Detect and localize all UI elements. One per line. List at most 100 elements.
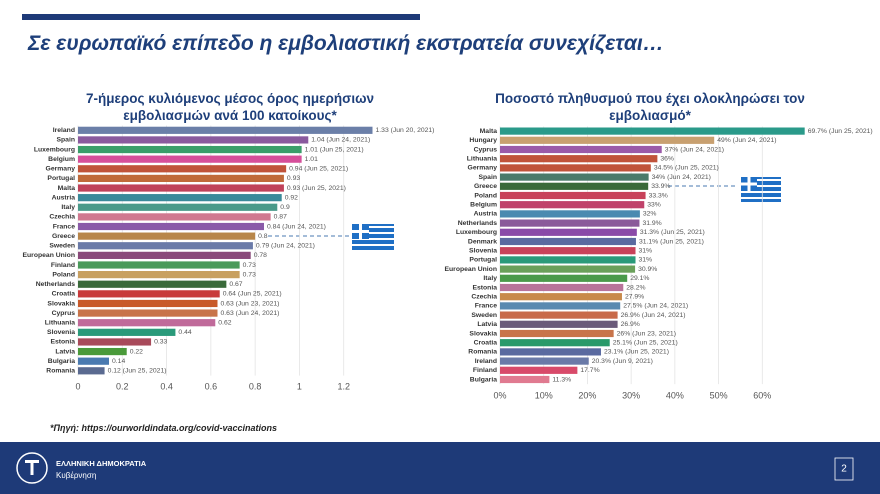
category-label: Italy bbox=[483, 275, 497, 282]
category-label: Romania bbox=[468, 349, 497, 356]
bar bbox=[500, 210, 640, 218]
category-label: Malta bbox=[58, 185, 76, 192]
x-tick-label: 50% bbox=[710, 390, 728, 400]
bar bbox=[78, 136, 309, 144]
value-label: 30.9% bbox=[638, 266, 657, 273]
bar bbox=[78, 213, 271, 221]
value-label: 0.63 (Jun 24, 2021) bbox=[221, 310, 280, 317]
bar bbox=[78, 328, 176, 336]
bar bbox=[78, 126, 373, 134]
category-label: Croatia bbox=[474, 339, 498, 346]
category-label: Slovakia bbox=[47, 300, 75, 307]
value-label: 31.3% (Jun 25, 2021) bbox=[640, 229, 705, 236]
category-label: Sweden bbox=[49, 243, 75, 250]
bar bbox=[500, 136, 715, 144]
header-bar bbox=[22, 14, 420, 20]
category-label: Ireland bbox=[53, 127, 75, 134]
bar bbox=[500, 274, 628, 282]
category-label: Slovenia bbox=[469, 247, 497, 254]
category-label: France bbox=[475, 303, 498, 310]
category-label: Poland bbox=[52, 271, 75, 278]
value-label: 0.14 bbox=[112, 358, 125, 365]
category-label: Bulgaria bbox=[48, 358, 75, 365]
x-tick-label: 0.8 bbox=[249, 381, 262, 391]
value-label: 0.93 bbox=[287, 175, 300, 182]
category-label: Belgium bbox=[48, 156, 75, 163]
value-label: 0.78 bbox=[254, 252, 267, 259]
bar bbox=[500, 366, 578, 374]
value-label: 33.3% bbox=[649, 192, 668, 199]
x-tick-label: 10% bbox=[535, 390, 553, 400]
value-label: 1.04 (Jun 24, 2021) bbox=[311, 137, 370, 144]
bar bbox=[500, 155, 658, 163]
bar bbox=[78, 261, 240, 269]
bar bbox=[78, 347, 127, 356]
flag-stripes bbox=[741, 179, 781, 204]
bar bbox=[500, 173, 649, 181]
category-label: Austria bbox=[474, 211, 498, 218]
bar bbox=[500, 256, 636, 264]
bar bbox=[78, 222, 264, 231]
bar bbox=[78, 232, 256, 240]
bar bbox=[78, 165, 287, 173]
value-label: 28.2% bbox=[626, 284, 645, 291]
category-label: Slovenia bbox=[47, 329, 75, 336]
category-label: Estonia bbox=[472, 284, 497, 291]
bar bbox=[78, 155, 302, 163]
bar bbox=[500, 127, 805, 135]
value-label: 0.93 (Jun 25, 2021) bbox=[287, 185, 346, 192]
value-label: 0.67 bbox=[229, 281, 242, 288]
bar bbox=[500, 237, 636, 246]
x-tick-label: 0.6 bbox=[205, 381, 218, 391]
value-label: 0.22 bbox=[130, 348, 143, 355]
bar bbox=[500, 283, 624, 292]
value-label: 0.62 bbox=[218, 320, 231, 327]
bar bbox=[78, 290, 220, 298]
value-label: 37% (Jun 24, 2021) bbox=[665, 146, 724, 153]
bar bbox=[500, 329, 614, 338]
category-label: Latvia bbox=[55, 348, 75, 355]
bar bbox=[500, 145, 662, 154]
page-number: 2 bbox=[841, 464, 847, 475]
x-tick-label: 20% bbox=[578, 390, 596, 400]
value-label: 0.94 (Jun 25, 2021) bbox=[289, 166, 348, 173]
category-label: Netherlands bbox=[36, 281, 76, 288]
value-label: 26.9% bbox=[621, 321, 640, 328]
category-label: Czechia bbox=[49, 214, 75, 221]
flag-cross bbox=[741, 177, 757, 191]
x-tick-label: 1 bbox=[297, 381, 302, 391]
bar bbox=[78, 309, 218, 317]
value-label: 1.01 (Jun 25, 2021) bbox=[305, 146, 364, 153]
value-label: 0.84 (Jun 24, 2021) bbox=[267, 223, 326, 230]
value-label: 0.8 bbox=[258, 233, 268, 240]
source-note: *Πηγή: https://ourworldindata.org/covid-… bbox=[50, 423, 277, 433]
value-label: 32% bbox=[643, 211, 657, 218]
category-label: Latvia bbox=[477, 321, 497, 328]
category-label: Netherlands bbox=[458, 220, 498, 227]
footer-org: ΕΛΛΗΝΙΚΗ ΔΗΜΟΚΡΑΤΙΑ bbox=[56, 459, 147, 468]
bar bbox=[78, 145, 302, 154]
category-label: Germany bbox=[46, 166, 76, 173]
category-label: Cyprus bbox=[474, 146, 498, 153]
category-label: Portugal bbox=[47, 175, 75, 182]
bar bbox=[78, 271, 240, 279]
category-label: Croatia bbox=[52, 291, 76, 298]
bar bbox=[500, 219, 640, 227]
category-label: Luxembourg bbox=[34, 146, 75, 153]
category-label: Portugal bbox=[469, 257, 497, 264]
category-label: Finland bbox=[51, 262, 75, 269]
value-label: 0.87 bbox=[274, 214, 287, 221]
category-label: European Union bbox=[445, 266, 498, 273]
bar bbox=[500, 265, 636, 273]
bar bbox=[78, 242, 253, 250]
category-label: Spain bbox=[56, 137, 75, 144]
bar bbox=[500, 357, 589, 365]
category-label: Slovakia bbox=[469, 330, 497, 337]
category-label: Sweden bbox=[471, 312, 497, 319]
category-label: Malta bbox=[480, 128, 498, 135]
category-label: Austria bbox=[52, 194, 76, 201]
category-label: Germany bbox=[468, 165, 498, 172]
value-label: 33.9% bbox=[651, 183, 670, 190]
category-label: Spain bbox=[478, 174, 497, 181]
